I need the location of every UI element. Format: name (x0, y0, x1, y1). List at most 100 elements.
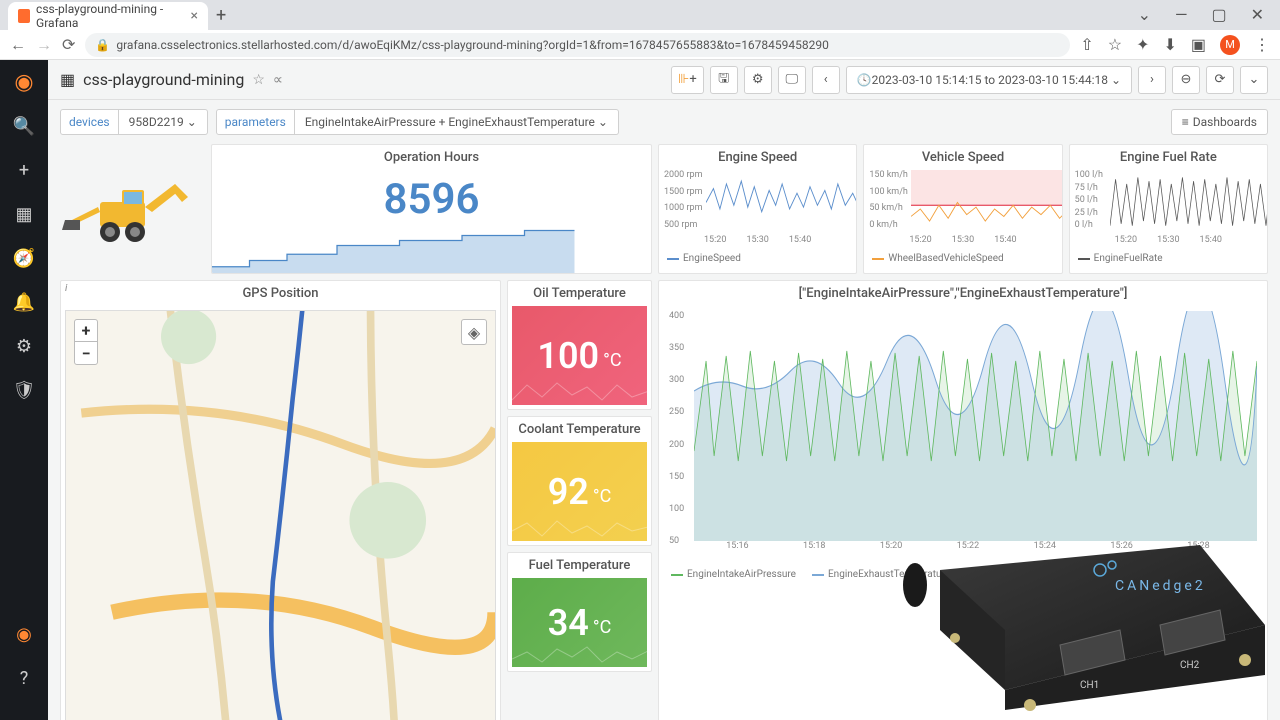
y-axis-ticks: 2000 rpm1500 rpm1000 rpm500 rpm (664, 170, 702, 230)
menu-icon[interactable]: ⋮ (1254, 35, 1270, 54)
tab-title: css-playground-mining - Grafana (36, 2, 184, 30)
time-next-button[interactable]: › (1138, 66, 1166, 94)
dashboard-topbar: ▦ css-playground-mining ☆ ∝ ⊪+ 🖫 ⚙ 🖵 ‹ 🕓… (48, 60, 1280, 100)
profile-avatar[interactable]: M (1220, 35, 1240, 55)
panel-title: ["EngineIntakeAirPressure","EngineExhaus… (659, 281, 1267, 306)
close-tab-icon[interactable]: × (191, 8, 198, 24)
zoom-in-button[interactable]: + (75, 320, 97, 342)
zoom-out-button[interactable]: − (75, 342, 97, 364)
x-axis-ticks: 15:2015:3015:40 (869, 235, 1056, 245)
tabs-icon[interactable]: ▣ (1191, 35, 1206, 54)
lock-icon: 🔒 (95, 38, 110, 52)
gauge-unit: °C (593, 486, 611, 507)
coolant-temperature-panel[interactable]: Coolant Temperature 92 °C (507, 416, 652, 546)
gauge-unit: °C (603, 350, 621, 371)
gauge-unit: °C (593, 617, 611, 638)
x-axis-ticks: 15:2015:3015:40 (664, 235, 851, 245)
y-axis-ticks: 100 l/h75 l/h50 l/h25 l/h0 l/h (1075, 170, 1103, 230)
chart-legend: EngineFuelRate (1070, 250, 1267, 267)
map-zoom-controls: + − (74, 319, 98, 365)
search-icon[interactable]: 🔍 (12, 114, 36, 138)
close-window-icon[interactable]: ✕ (1251, 5, 1264, 24)
star-dashboard-icon[interactable]: ☆ (252, 72, 265, 88)
panel-title: Oil Temperature (508, 281, 651, 306)
panel-title: Vehicle Speed (864, 145, 1061, 170)
variable-bar: devices 958D2219 ⌄ parameters EngineInta… (48, 100, 1280, 144)
extensions-icon[interactable]: ✦ (1136, 35, 1149, 54)
chevron-down-icon[interactable]: ⌄ (1138, 5, 1151, 24)
refresh-button[interactable]: ⟳ (1206, 66, 1234, 94)
forward-button[interactable]: → (36, 35, 52, 55)
panel-title: Fuel Temperature (508, 553, 651, 578)
browser-tab[interactable]: css-playground-mining - Grafana × (8, 2, 208, 30)
engine-speed-panel[interactable]: Engine Speed 2000 rpm1500 rpm1000 rpm500… (658, 144, 857, 274)
operation-hours-panel[interactable]: Operation Hours 8596 (211, 144, 652, 274)
url-field[interactable]: 🔒 grafana.csselectronics.stellarhosted.c… (85, 33, 1070, 57)
help-icon[interactable]: ? (12, 666, 36, 690)
fuel-rate-panel[interactable]: Engine Fuel Rate 100 l/h75 l/h50 l/h25 l… (1069, 144, 1268, 274)
y-axis-ticks: 150 km/h100 km/h50 km/h0 km/h (869, 170, 908, 230)
svg-text:CANedge2: CANedge2 (1115, 578, 1206, 594)
add-panel-button[interactable]: ⊪+ (671, 66, 704, 94)
dashboards-icon[interactable]: ▦ (12, 202, 36, 226)
chart-legend: WheelBasedVehicleSpeed (864, 250, 1061, 267)
fuel-temperature-panel[interactable]: Fuel Temperature 34 °C (507, 552, 652, 672)
gps-position-panel[interactable]: i GPS Position Reading (60, 280, 501, 720)
time-range-picker[interactable]: 🕓 2023-03-10 15:14:15 to 2023-03-10 15:4… (846, 66, 1132, 94)
panel-grid-icon[interactable]: ▦ (60, 70, 75, 89)
time-prev-button[interactable]: ‹ (812, 66, 840, 94)
parameters-var-label: parameters (216, 109, 295, 135)
y-axis-ticks: 40035030025020015010050 (669, 311, 684, 546)
tv-mode-button[interactable]: 🖵 (778, 66, 806, 94)
share-dashboard-icon[interactable]: ∝ (273, 72, 283, 88)
devices-var-label: devices (60, 109, 119, 135)
shield-icon[interactable]: 🛡 (12, 378, 36, 402)
map-layers-button[interactable]: ◈ (461, 319, 487, 345)
panel-title: Coolant Temperature (508, 417, 651, 442)
window-controls: ⌄ — ▢ ✕ (1122, 5, 1280, 30)
url-text: grafana.csselectronics.stellarhosted.com… (116, 38, 829, 52)
back-button[interactable]: ← (10, 35, 26, 55)
operation-hours-value: 8596 (212, 175, 651, 224)
favicon (18, 9, 30, 23)
panel-title: Engine Fuel Rate (1070, 145, 1267, 170)
grafana-logo-icon[interactable]: ◉ (12, 70, 36, 94)
zoom-out-button[interactable]: ⊖ (1172, 66, 1200, 94)
user-icon[interactable]: ◉ (12, 622, 36, 646)
excavator-icon (60, 172, 190, 247)
new-tab-button[interactable]: + (216, 5, 226, 30)
panel-title: Engine Speed (659, 145, 856, 170)
gauge-value: 92 (548, 471, 589, 513)
settings-button[interactable]: ⚙ (744, 66, 772, 94)
gauge-value: 100 (537, 335, 599, 377)
devices-var-value[interactable]: 958D2219 ⌄ (119, 109, 208, 135)
alerting-icon[interactable]: 🔔 (12, 290, 36, 314)
star-icon[interactable]: ☆ (1108, 35, 1122, 54)
download-icon[interactable]: ⬇ (1163, 35, 1176, 54)
svg-text:CH2: CH2 (1180, 660, 1200, 671)
configuration-icon[interactable]: ⚙ (12, 334, 36, 358)
x-axis-ticks: 15:2015:3015:40 (1075, 235, 1262, 245)
svg-text:CH1: CH1 (1080, 680, 1099, 691)
minimize-icon[interactable]: — (1175, 5, 1188, 24)
refresh-interval-button[interactable]: ⌄ (1240, 66, 1268, 94)
share-icon[interactable]: ⇧ (1080, 35, 1093, 54)
browser-tab-bar: css-playground-mining - Grafana × + ⌄ — … (0, 0, 1280, 30)
plus-icon[interactable]: + (12, 158, 36, 182)
canedge-device-image: CH1 CH2 CANedge2 (880, 530, 1270, 720)
grafana-sidebar: ◉ 🔍 + ▦ 🧭 🔔 ⚙ 🛡 ◉ ? (0, 60, 48, 720)
maximize-icon[interactable]: ▢ (1211, 5, 1226, 24)
explore-icon[interactable]: 🧭 (12, 246, 36, 270)
info-icon[interactable]: i (65, 283, 67, 294)
parameters-var-value[interactable]: EngineIntakeAirPressure + EngineExhaustT… (295, 109, 619, 135)
panel-title: Operation Hours (212, 145, 651, 170)
dashboard-title: css-playground-mining (83, 70, 244, 89)
dashboards-link-button[interactable]: ≡ Dashboards (1171, 109, 1268, 135)
reload-button[interactable]: ⟳ (62, 35, 75, 54)
map-body[interactable]: Reading Hemburg + − ◈ Leaflet | © OpenSt… (65, 310, 496, 720)
panel-title: GPS Position (61, 281, 500, 306)
vehicle-speed-panel[interactable]: Vehicle Speed 150 km/h100 km/h50 km/h0 k… (863, 144, 1062, 274)
save-button[interactable]: 🖫 (710, 66, 738, 94)
oil-temperature-panel[interactable]: Oil Temperature 100 °C (507, 280, 652, 410)
chart-legend: EngineSpeed (659, 250, 856, 267)
